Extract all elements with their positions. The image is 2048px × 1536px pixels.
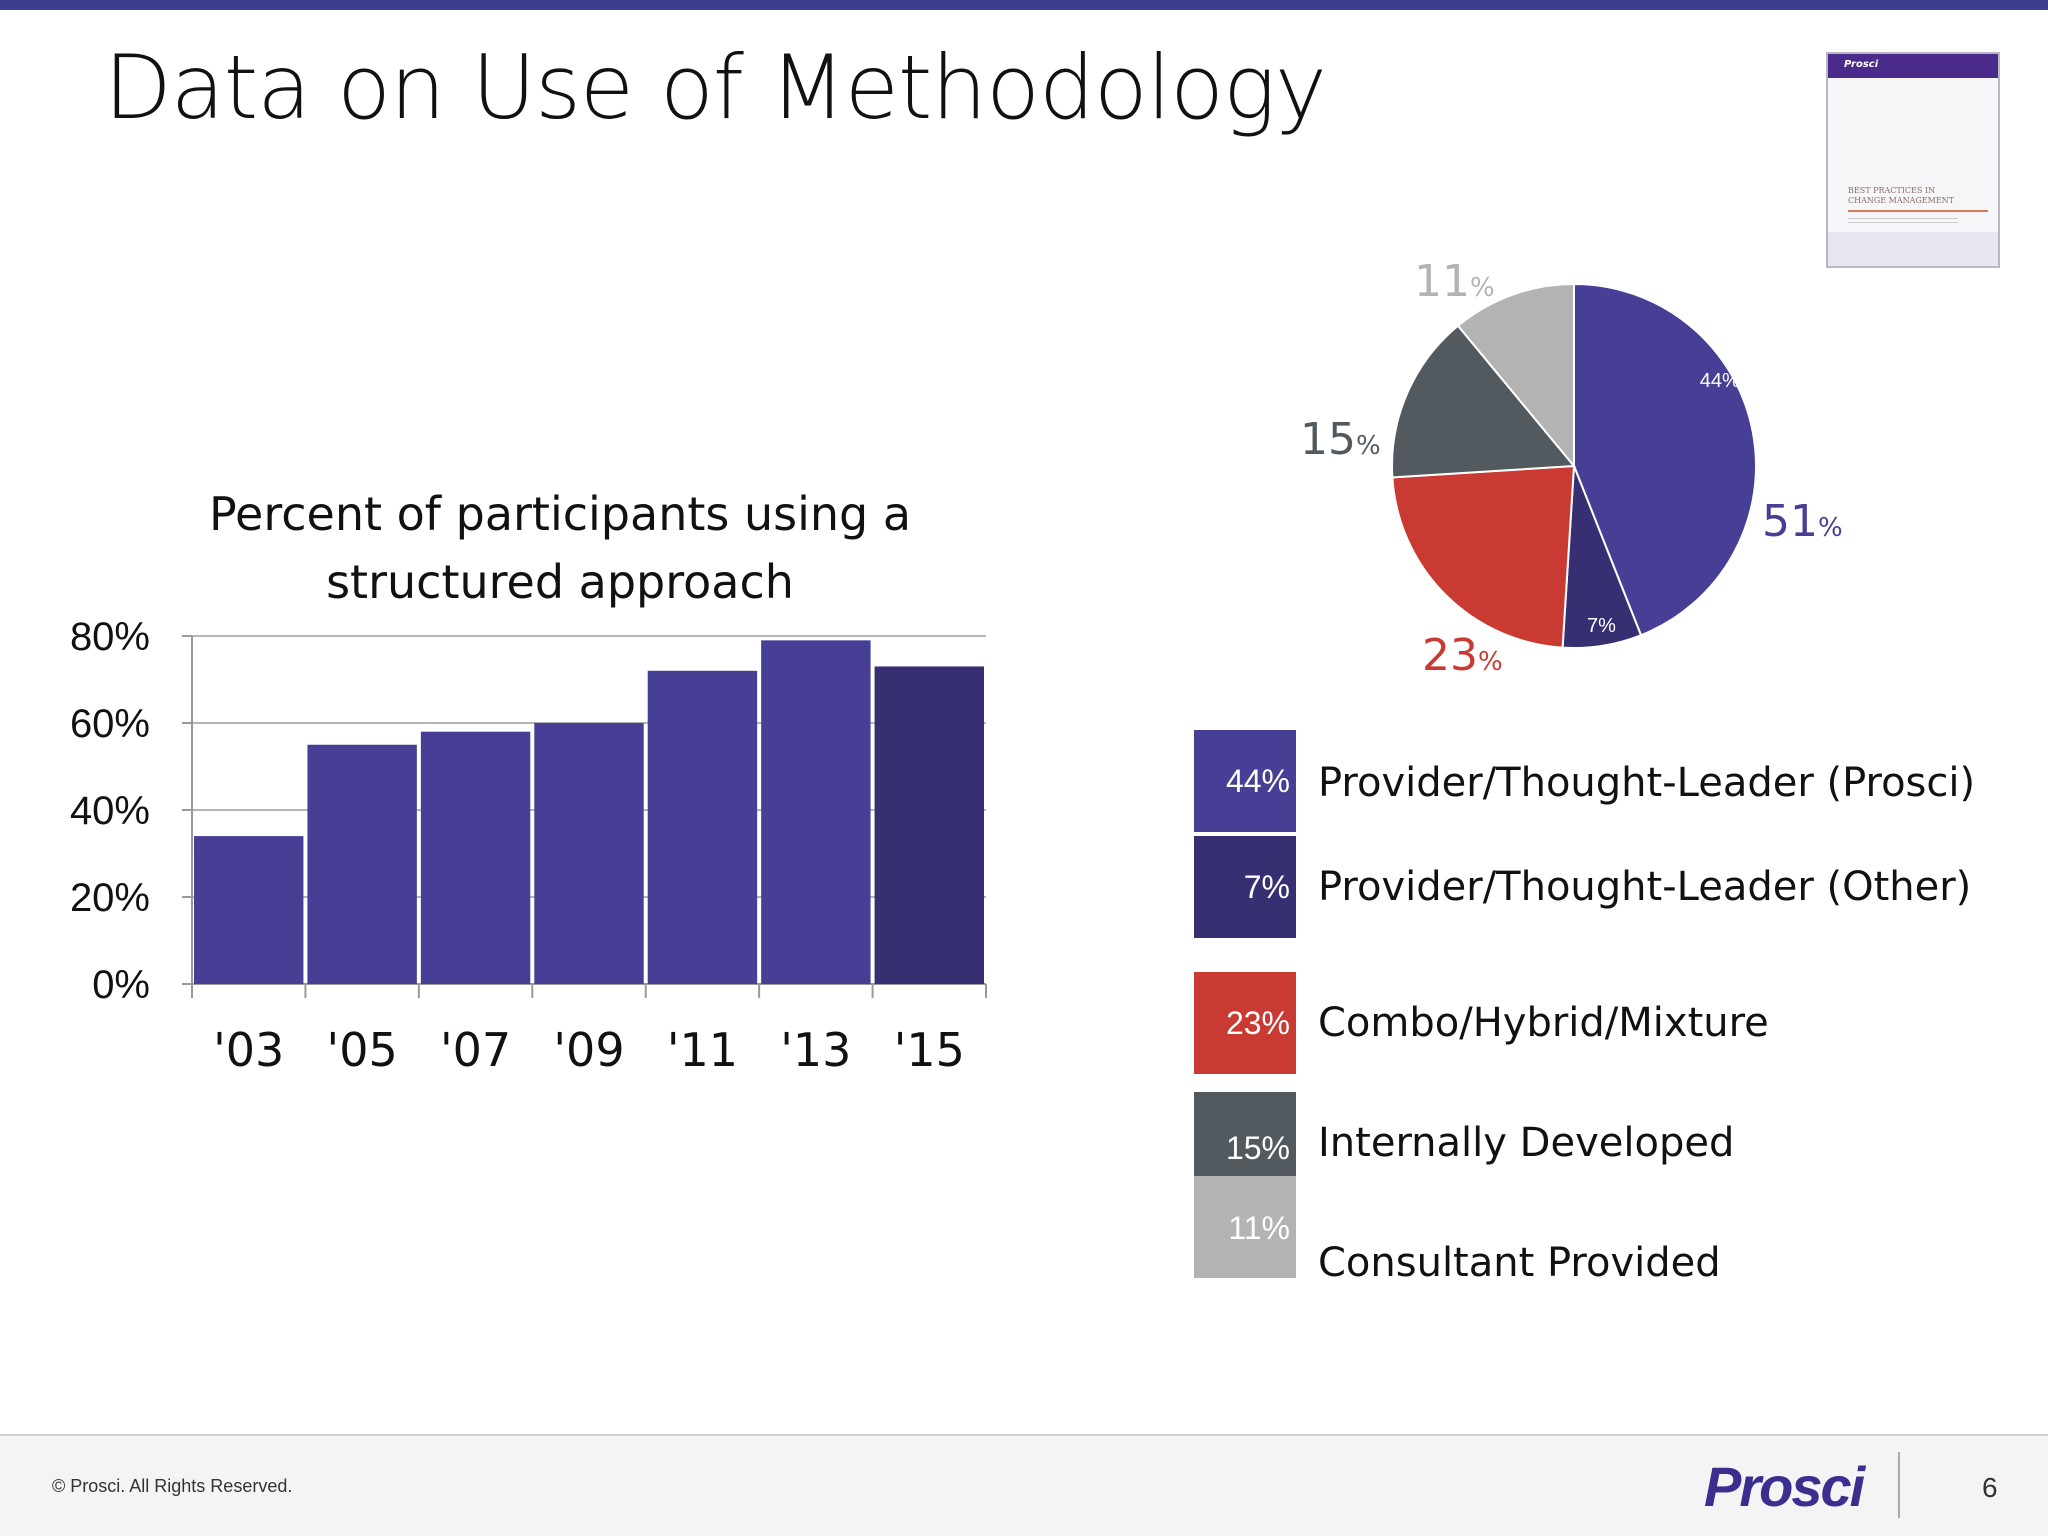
bar-13 bbox=[761, 640, 871, 984]
x-tick-label: '03 bbox=[213, 1023, 284, 1077]
legend-pct: 11% bbox=[1228, 1210, 1290, 1246]
legend-pct: 15% bbox=[1225, 1130, 1290, 1166]
legend-swatch-consultant: 11% bbox=[1194, 1176, 1296, 1278]
pie-slice-consultant bbox=[1456, 282, 1575, 469]
pie-inner-label: 7% bbox=[1587, 615, 1616, 637]
pie-inner-label: 44% bbox=[1700, 370, 1740, 392]
legend-label-consultant: Consultant Provided bbox=[1318, 1240, 1721, 1286]
bar-09 bbox=[534, 723, 644, 984]
report-cover-thumbnail: Prosci BEST PRACTICES IN CHANGE MANAGEME… bbox=[1826, 52, 2000, 268]
y-tick-label: 40% bbox=[70, 789, 150, 833]
report-cover-footer bbox=[1828, 232, 1998, 266]
legend-swatch-combo: 23% bbox=[1194, 972, 1296, 1074]
legend-pct: 44% bbox=[1225, 763, 1290, 799]
footer-background bbox=[0, 1436, 2048, 1536]
bar-05 bbox=[307, 744, 417, 984]
pie-group-label-prosci: 51% bbox=[1762, 496, 1843, 547]
report-cover-rule bbox=[1848, 210, 1988, 212]
bar-03 bbox=[194, 836, 304, 984]
legend-swatch-other: 7% bbox=[1194, 836, 1296, 938]
legend-swatch-prosci: 44% bbox=[1194, 730, 1296, 832]
pie-slice-combo bbox=[1391, 464, 1576, 649]
x-tick-label: '09 bbox=[553, 1023, 624, 1077]
y-tick-label: 0% bbox=[92, 963, 150, 1007]
bar-15 bbox=[874, 666, 984, 984]
y-tick-label: 20% bbox=[70, 876, 150, 920]
copyright-text: © Prosci. All Rights Reserved. bbox=[52, 1476, 293, 1496]
report-cover-logo: Prosci bbox=[1844, 59, 1879, 70]
y-tick-label: 60% bbox=[70, 702, 150, 746]
prosci-logo: Prosci bbox=[1704, 1455, 1865, 1518]
bar-chart-title: Percent of participants using a structur… bbox=[208, 487, 912, 609]
report-cover-text-lines bbox=[1848, 218, 1958, 226]
x-tick-label: '11 bbox=[667, 1023, 738, 1077]
x-tick-label: '15 bbox=[894, 1023, 965, 1077]
report-cover-band bbox=[1828, 54, 1998, 78]
slide-title: Data on Use of Methodology bbox=[104, 36, 1327, 139]
bar-07 bbox=[420, 731, 531, 984]
bar-11 bbox=[647, 670, 758, 984]
legend-label-combo: Combo/Hybrid/Mixture bbox=[1318, 1000, 1769, 1046]
y-tick-label: 80% bbox=[70, 615, 150, 659]
pie-group-label-internal: 15% bbox=[1300, 414, 1381, 465]
report-cover-title: BEST PRACTICES IN CHANGE MANAGEMENT bbox=[1848, 186, 1954, 205]
legend-swatch-internal: 15% bbox=[1194, 1092, 1296, 1176]
legend-label-internal: Internally Developed bbox=[1318, 1120, 1735, 1166]
x-tick-label: '05 bbox=[327, 1023, 398, 1077]
top-accent-bar bbox=[0, 0, 2048, 10]
footer-vertical-divider bbox=[1898, 1452, 1900, 1518]
x-tick-label: '13 bbox=[780, 1023, 851, 1077]
legend-pct: 7% bbox=[1243, 869, 1290, 905]
page-number: 6 bbox=[1982, 1472, 1998, 1503]
legend-label-other: Provider/Thought-Leader (Other) bbox=[1318, 864, 1972, 910]
footer-divider-line bbox=[0, 1434, 2048, 1436]
legend-label-prosci: Provider/Thought-Leader (Prosci) bbox=[1318, 760, 1976, 806]
pie-group-label-consultant: 11% bbox=[1414, 256, 1495, 307]
x-tick-label: '07 bbox=[440, 1023, 511, 1077]
pie-group-label-combo: 23% bbox=[1422, 630, 1503, 681]
legend-pct: 23% bbox=[1225, 1005, 1290, 1041]
pie-slice-prosci bbox=[1573, 282, 1757, 637]
pie-slice-internal bbox=[1391, 324, 1577, 479]
